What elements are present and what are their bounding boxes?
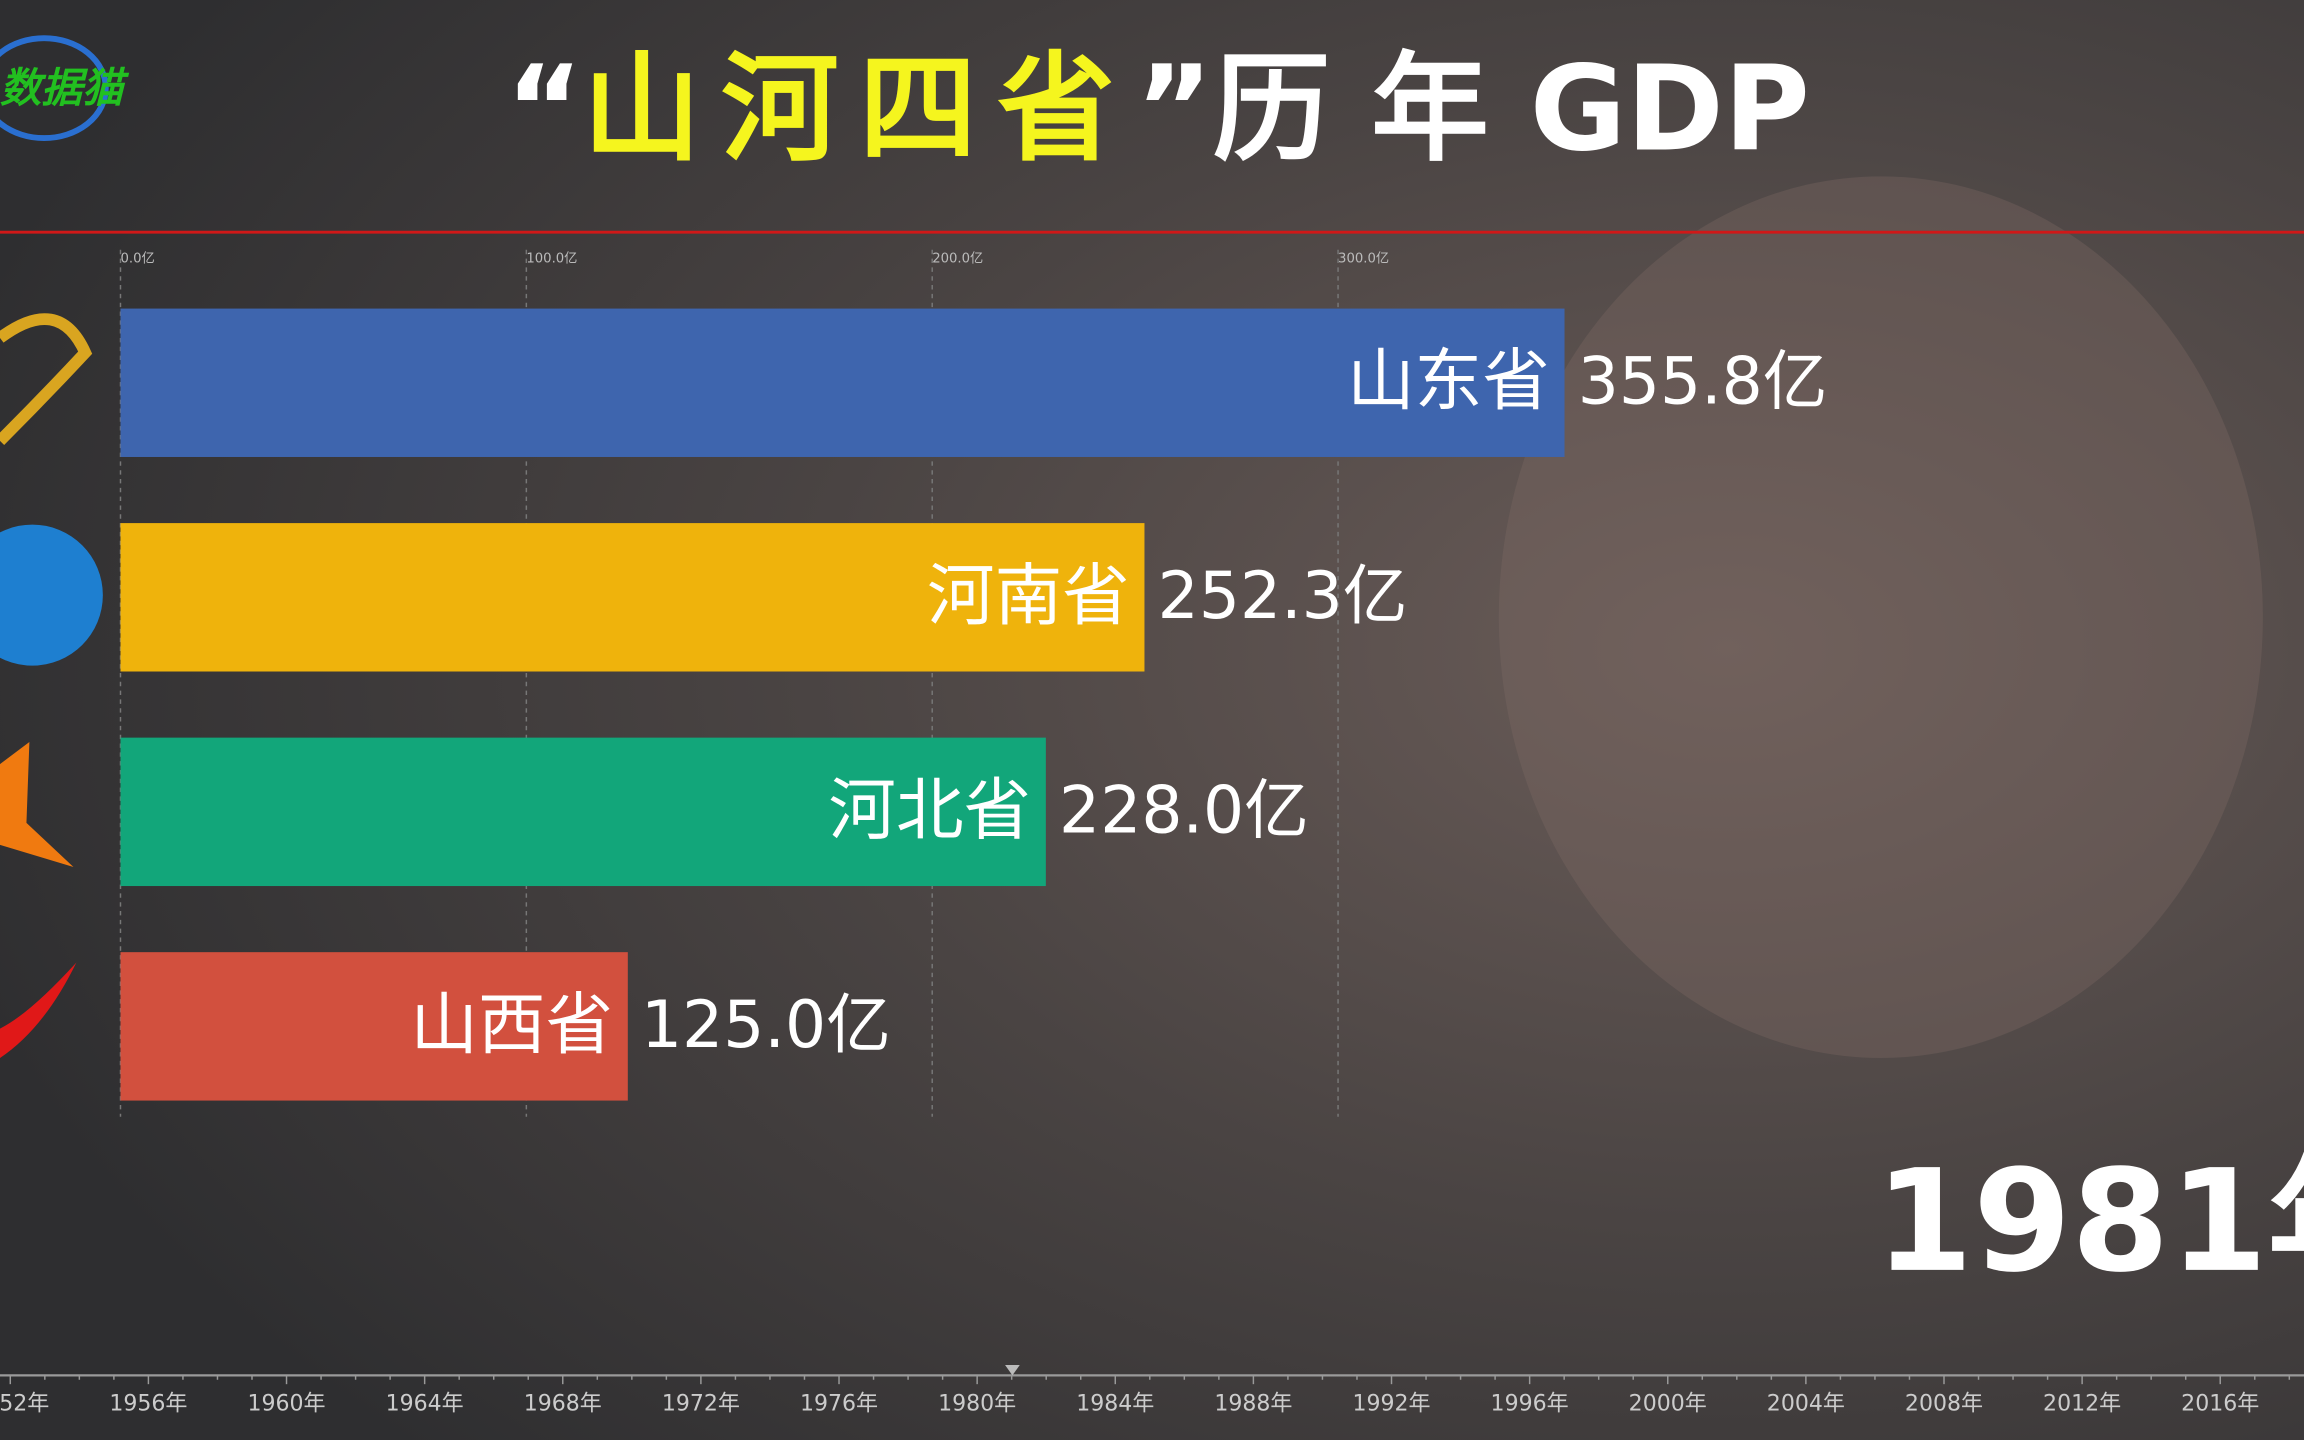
- bar: [120, 308, 1565, 457]
- x-tick-label: 200.0亿: [932, 251, 983, 267]
- timeline-label: 2016年: [2181, 1392, 2259, 1417]
- timeline-label: 1960年: [247, 1392, 325, 1417]
- value-label: 355.8亿: [1578, 344, 1828, 419]
- bar-name: 山东省: [1347, 341, 1550, 420]
- bar: [120, 952, 628, 1101]
- timeline-label: 2004年: [1767, 1392, 1845, 1417]
- timeline-label: 2000年: [1629, 1392, 1707, 1417]
- title-highlight: 山河四省: [583, 41, 1135, 178]
- timeline-label: 1992年: [1352, 1392, 1430, 1417]
- timeline-label: 1952年: [0, 1392, 49, 1417]
- value-label: 228.0亿: [1059, 773, 1309, 848]
- logo-text: 数据猫: [0, 64, 129, 112]
- photo-shade: [1498, 176, 2263, 1058]
- timeline-label: 2008年: [1905, 1392, 1983, 1417]
- timeline-label: 1968年: [524, 1392, 602, 1417]
- bar-name: 山西省: [410, 985, 613, 1064]
- value-label: 252.3亿: [1158, 559, 1408, 634]
- x-tick-label: 300.0亿: [1338, 251, 1389, 267]
- period-label: 1981年: [1875, 1140, 2304, 1304]
- timeline-label: 1996年: [1491, 1392, 1569, 1417]
- value-label: 125.0亿: [641, 988, 891, 1063]
- bar: [120, 737, 1046, 887]
- x-tick-label: 100.0亿: [526, 251, 577, 267]
- timeline-label: 1988年: [1214, 1392, 1292, 1417]
- timeline-label: 1976年: [800, 1392, 878, 1417]
- icon: [0, 313, 93, 445]
- bar-name: 河南省: [927, 556, 1130, 635]
- timeline-label: 1964年: [386, 1392, 464, 1417]
- province-icons: [0, 313, 103, 1058]
- timeline-label: 1984年: [1076, 1392, 1154, 1417]
- title-prefix: “: [506, 41, 583, 178]
- timeline-pointer: [1005, 1365, 1020, 1376]
- timeline-label: 2012年: [2043, 1392, 2121, 1417]
- icon: [0, 962, 77, 1058]
- bar: [120, 523, 1145, 672]
- chart-title: “山河四省”历 年 GDP: [506, 41, 1810, 178]
- title-suffix: ”历 年 GDP: [1136, 41, 1810, 178]
- x-tick-label: 0.0亿: [120, 251, 154, 267]
- icon: [0, 742, 74, 867]
- icon: [0, 524, 103, 666]
- logo-ring: [0, 35, 109, 142]
- timeline-label: 1956年: [109, 1392, 187, 1417]
- timeline-label: 1972年: [662, 1392, 740, 1417]
- bar-name: 河北省: [828, 770, 1031, 849]
- timeline-label: 1980年: [938, 1392, 1016, 1417]
